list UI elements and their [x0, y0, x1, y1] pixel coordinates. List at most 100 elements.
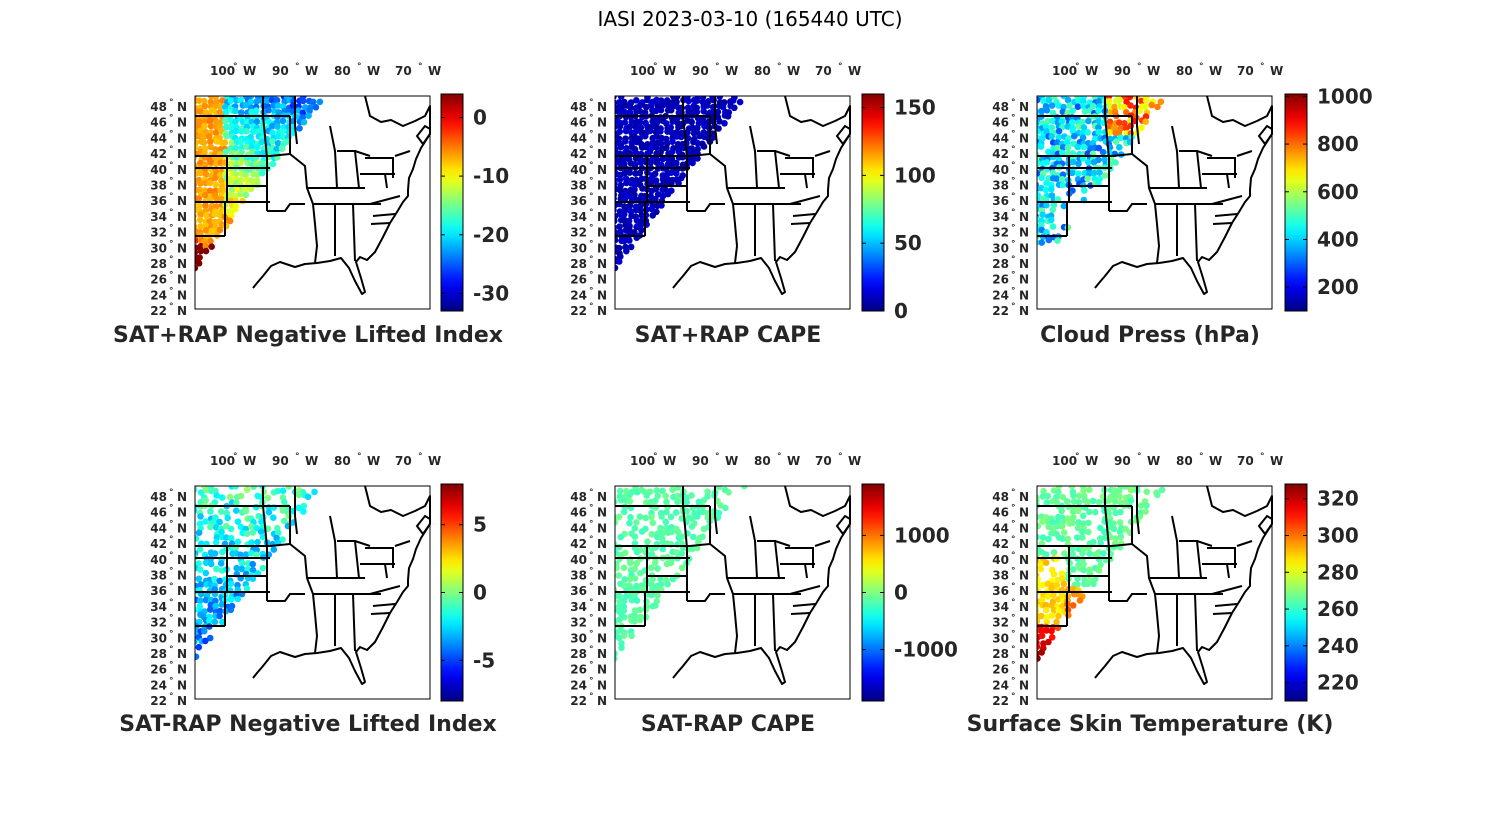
degree-mark: °: [1137, 62, 1142, 72]
observation-dot: [643, 492, 651, 499]
observation-dot: [654, 592, 661, 599]
observation-dot: [648, 581, 655, 588]
observation-dot: [1059, 144, 1067, 151]
state-border: [772, 593, 776, 652]
lat-tick-label: 44: [992, 131, 1009, 145]
observation-dot: [232, 486, 239, 490]
observation-dot: [1059, 176, 1066, 183]
latitude-labels: 48 ° N46 ° N44 ° N42 ° N40 ° N38 ° N36 ° N34 ° N32 ° N30 ° N…: [570, 98, 607, 318]
observation-dot: [226, 217, 234, 225]
observation-dot: [615, 572, 623, 579]
observation-dot: [196, 603, 204, 610]
degree-mark: °: [589, 567, 594, 577]
lat-tick-label: 30: [570, 631, 587, 645]
observation-dot: [249, 529, 257, 536]
observation-dot: [207, 606, 214, 613]
lat-hemisphere: N: [597, 257, 607, 271]
lat-tick-label: 30: [570, 241, 587, 255]
degree-mark: °: [1011, 629, 1016, 639]
longitude-labels: 100° W 90 ° W 80 ° W 70 ° W: [1052, 62, 1283, 78]
observation-dot: [227, 534, 235, 542]
lat-hemisphere: N: [1019, 131, 1029, 145]
observation-dot: [1048, 192, 1056, 199]
observation-dot: [662, 179, 670, 187]
observation-dot: [1037, 655, 1041, 662]
observation-dot: [1040, 487, 1047, 495]
lat-tick-label: 46: [992, 116, 1009, 130]
observation-dot: [631, 186, 638, 193]
lat-hemisphere: N: [597, 537, 607, 551]
lat-hemisphere: N: [1019, 241, 1029, 255]
lat-tick-label: 26: [150, 663, 167, 677]
observation-dot: [1059, 535, 1066, 542]
observation-dot: [1037, 170, 1041, 177]
observation-dot: [216, 577, 223, 585]
observation-dot: [280, 517, 288, 525]
lat-hemisphere: N: [177, 131, 187, 145]
lon-tick-label: 100: [210, 454, 235, 468]
observation-dot: [228, 212, 235, 219]
lat-hemisphere: N: [1019, 147, 1029, 161]
degree-mark: °: [1011, 504, 1016, 514]
map-frame: [194, 485, 431, 700]
observation-dot: [620, 508, 628, 516]
observation-dot: [1106, 118, 1114, 126]
state-border: [790, 222, 811, 225]
degree-mark: °: [589, 582, 594, 592]
observation-dot: [238, 560, 246, 567]
observation-dot: [202, 518, 209, 525]
observation-dot: [689, 159, 696, 167]
observation-dot: [633, 582, 640, 590]
observation-dot: [195, 560, 202, 567]
observation-dot: [1136, 107, 1143, 115]
observation-dot: [651, 170, 659, 178]
observation-dot: [1116, 144, 1123, 151]
observation-dot: [626, 169, 633, 176]
state-border: [262, 505, 268, 601]
observation-dot: [269, 138, 276, 145]
degree-mark: °: [1011, 286, 1016, 296]
observation-dot: [218, 177, 225, 184]
observation-dot: [1115, 119, 1123, 126]
observation-dot: [197, 108, 204, 115]
colorbar-label: -20: [473, 223, 509, 247]
latitude-labels: 48 ° N46 ° N44 ° N42 ° N40 ° N38 ° N36 ° N34 ° N32 ° N30 ° N…: [150, 98, 187, 318]
lat-hemisphere: N: [177, 584, 187, 598]
observation-dot: [1075, 160, 1082, 168]
observation-dot: [715, 486, 723, 491]
observation-dot: [1069, 150, 1077, 157]
observation-dot: [688, 118, 695, 126]
observation-dot: [1050, 201, 1058, 209]
observation-dot: [699, 508, 707, 516]
observation-dot: [1037, 576, 1041, 583]
lat-hemisphere: N: [597, 116, 607, 130]
colorbar-scale: [861, 93, 885, 312]
observation-dot: [258, 518, 265, 526]
observation-dot: [689, 124, 696, 131]
observation-dot: [248, 549, 255, 557]
observation-dot: [1122, 486, 1129, 490]
observation-layer: [195, 486, 318, 660]
state-border: [267, 203, 305, 212]
observation-dot: [270, 514, 277, 521]
observation-dot: [1038, 596, 1046, 604]
observation-dot: [1044, 117, 1051, 125]
lat-tick-label: 46: [150, 506, 167, 520]
lat-tick-label: 38: [150, 179, 167, 193]
observation-dot: [1039, 534, 1047, 541]
observation-dot: [657, 580, 665, 588]
observation-dot: [716, 96, 723, 100]
observation-dot: [1116, 96, 1124, 104]
observation-dot: [724, 113, 732, 120]
observation-dot: [1037, 608, 1040, 615]
observation-dot: [621, 576, 629, 583]
observation-dot: [197, 127, 204, 135]
observation-dot: [1071, 132, 1078, 140]
observation-dot: [196, 97, 203, 104]
observation-dot: [232, 144, 240, 152]
observation-dot: [234, 518, 242, 525]
observation-dot: [1084, 129, 1092, 136]
lat-hemisphere: N: [1019, 257, 1029, 271]
observation-dot: [1042, 559, 1050, 566]
state-border: [1154, 593, 1161, 654]
